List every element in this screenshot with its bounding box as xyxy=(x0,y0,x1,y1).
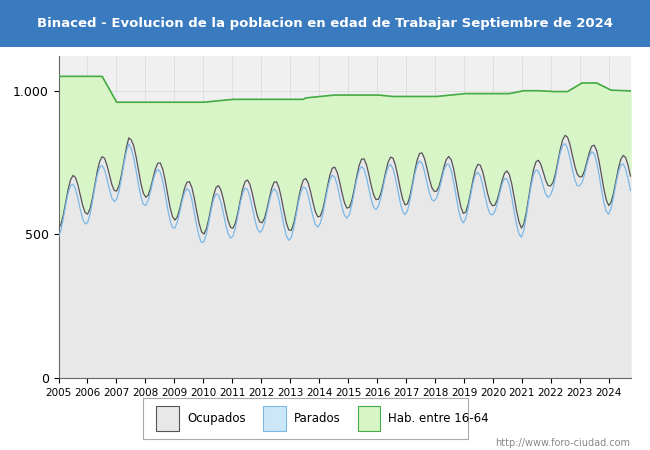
Text: Binaced - Evolucion de la poblacion en edad de Trabajar Septiembre de 2024: Binaced - Evolucion de la poblacion en e… xyxy=(37,17,613,30)
Bar xyxy=(263,406,286,431)
Text: Parados: Parados xyxy=(294,412,341,425)
Text: http://www.foro-ciudad.com: http://www.foro-ciudad.com xyxy=(495,438,630,448)
Text: Ocupados: Ocupados xyxy=(187,412,246,425)
Text: Hab. entre 16-64: Hab. entre 16-64 xyxy=(389,412,489,425)
Bar xyxy=(156,406,179,431)
Bar xyxy=(358,406,380,431)
